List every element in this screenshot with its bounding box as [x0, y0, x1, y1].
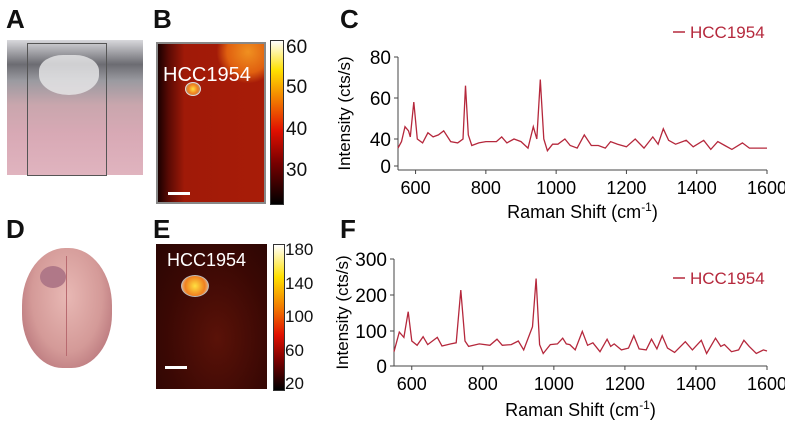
x-tick-label: 1600 — [747, 178, 785, 198]
y-axis-label: Intensity (cts/s) — [333, 255, 352, 369]
panel-label-c: C — [340, 4, 359, 34]
y-axis-label: Intensity (cts/s) — [335, 56, 354, 170]
scale-bar — [168, 192, 190, 195]
mouse-photo — [7, 40, 143, 176]
panel-label-e: E — [153, 214, 171, 244]
colorbar-e-tick: 20 — [285, 374, 304, 393]
annotation-hcc1954-b: HCC1954 — [163, 64, 251, 86]
raman-map-b — [156, 42, 266, 204]
brain-photo — [22, 248, 112, 368]
colorbar-e-tick: 60 — [285, 341, 304, 360]
y-tick-label: 60 — [370, 89, 391, 110]
annotation-hcc1954-e: HCC1954 — [167, 250, 247, 270]
y-tick-label: 100 — [355, 322, 387, 343]
legend-label: HCC1954 — [690, 269, 765, 288]
chart-c: 0 40 60 80 600 800 1000 1200 1400 1600 Raman Shift… — [335, 23, 785, 222]
scale-bar — [165, 366, 187, 369]
x-tick-label: 600 — [401, 178, 431, 198]
colorbar-b-tick: 40 — [286, 119, 308, 140]
raman-map-e — [156, 244, 267, 389]
colorbar-e-tick: 100 — [285, 307, 314, 326]
x-tick-label: 1200 — [606, 178, 646, 198]
y-tick-label: 300 — [355, 250, 387, 271]
colorbar-b-tick: 60 — [286, 37, 308, 58]
spectrum-line-hcc1954 — [397, 79, 767, 153]
colorbar-b-tick: 50 — [286, 77, 308, 98]
x-tick-label: 800 — [471, 178, 501, 198]
y-tick-label: 80 — [370, 48, 391, 69]
y-tick-label: 0 — [376, 357, 387, 378]
colorbar-e-tick: 180 — [285, 240, 314, 259]
spectrum-line-hcc1954 — [393, 278, 768, 355]
x-tick-label: 1600 — [747, 374, 785, 394]
panel-label-f: F — [340, 214, 356, 244]
x-tick-label: 1400 — [676, 374, 716, 394]
x-axis-label: Raman Shift (cm-1) — [505, 398, 656, 420]
y-tick-label: 0 — [380, 157, 391, 178]
x-tick-label: 1400 — [677, 178, 717, 198]
colorbar-b-tick: 30 — [286, 160, 308, 181]
x-tick-label: 600 — [397, 374, 427, 394]
x-tick-label: 1000 — [534, 374, 574, 394]
colorbar-b — [270, 40, 284, 205]
colorbar-e-tick: 140 — [285, 274, 314, 293]
y-tick-label: 200 — [355, 286, 387, 307]
x-tick-label: 1200 — [605, 374, 645, 394]
x-tick-label: 800 — [468, 374, 498, 394]
legend-label: HCC1954 — [690, 23, 765, 42]
panel-label-a: A — [6, 4, 25, 34]
x-axis-label: Raman Shift (cm-1) — [507, 200, 658, 222]
colorbar-e — [273, 244, 285, 391]
y-tick-label: 40 — [370, 130, 391, 151]
chart-f: 0 100 200 300 600 800 1000 1200 1400 1600 Raman Sh… — [333, 250, 785, 420]
panel-label-b: B — [153, 4, 172, 34]
panel-label-d: D — [6, 214, 25, 244]
x-tick-label: 1000 — [536, 178, 576, 198]
